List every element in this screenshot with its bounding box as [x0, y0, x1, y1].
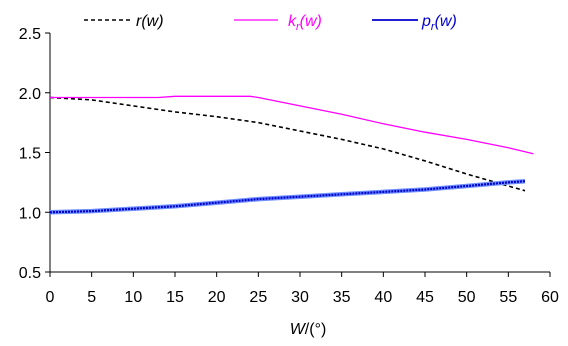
y-tick-label: 2.0 — [19, 86, 41, 103]
legend-label-sub: r — [431, 21, 436, 33]
x-tick-label: 10 — [124, 289, 142, 306]
x-tick-label: 25 — [249, 289, 267, 306]
x-tick-label: 5 — [87, 289, 96, 306]
x-tick-label: 35 — [333, 289, 351, 306]
series-r — [49, 96, 526, 192]
x-tick-label: 45 — [416, 289, 434, 306]
legend-label-k: kr(w) — [288, 13, 322, 33]
legend-label-main: p — [421, 13, 431, 30]
x-tick-label: 20 — [208, 289, 226, 306]
series-line-k — [50, 95, 534, 155]
x-tick-label: 60 — [541, 289, 559, 306]
x-tick-label: 50 — [458, 289, 476, 306]
series-layer — [49, 95, 534, 215]
legend-label-main: r — [136, 13, 142, 30]
series-line-r — [49, 96, 526, 192]
x-axis-title: W/(°) — [290, 321, 327, 338]
legend: r(w) kr(w) pr(w) — [84, 13, 457, 33]
legend-item-p: pr(w) — [372, 13, 457, 33]
y-tick-label: 0.5 — [19, 265, 41, 282]
x-tick-label: 30 — [291, 289, 309, 306]
series-k — [50, 95, 534, 155]
y-tick-label: 1.5 — [19, 146, 41, 163]
legend-label-sub: r — [296, 21, 301, 33]
legend-label-p: pr(w) — [421, 13, 457, 33]
x-tick-label: 0 — [46, 289, 55, 306]
legend-label-tail: (w) — [300, 13, 322, 30]
x-tick-label: 40 — [374, 289, 392, 306]
x-tick-label: 15 — [166, 289, 184, 306]
legend-label-r: r(w) — [136, 13, 164, 30]
x-axis-ticks: 0 5 10 15 20 25 30 35 40 45 50 55 60 — [46, 272, 559, 306]
plot-area — [49, 33, 550, 273]
y-tick-label: 1.0 — [19, 205, 41, 222]
legend-item-k: kr(w) — [234, 13, 322, 33]
legend-label-tail: (w) — [435, 13, 457, 30]
x-tick-label: 55 — [499, 289, 517, 306]
x-axis-title-main: W — [290, 321, 307, 338]
series-p — [49, 178, 526, 215]
y-tick-label: 2.5 — [19, 26, 41, 43]
legend-label-main: k — [288, 13, 297, 30]
legend-label-tail: (w) — [141, 13, 163, 30]
series-line-p — [49, 180, 526, 214]
legend-item-r: r(w) — [84, 13, 164, 30]
y-axis-ticks: 0.5 1.0 1.5 2.0 2.5 — [19, 26, 50, 282]
x-axis-title-unit: /(°) — [305, 321, 327, 338]
